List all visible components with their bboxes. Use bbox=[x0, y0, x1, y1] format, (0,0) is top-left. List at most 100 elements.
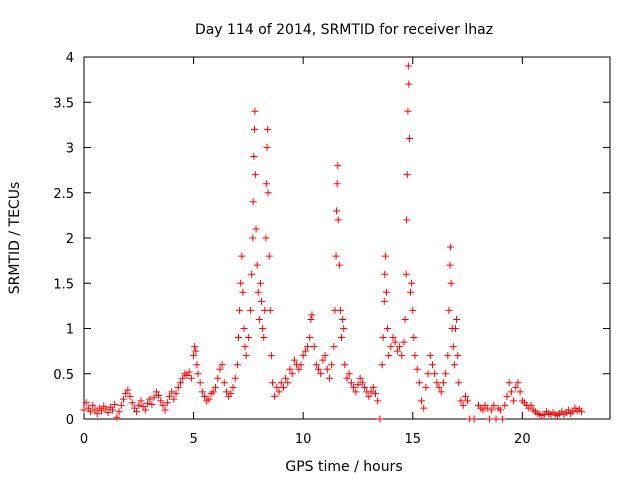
data-point bbox=[315, 365, 323, 373]
data-point bbox=[328, 361, 336, 369]
data-point bbox=[212, 383, 219, 391]
data-point bbox=[240, 325, 248, 332]
data-point bbox=[405, 80, 413, 88]
data-point bbox=[248, 270, 256, 278]
data-points bbox=[80, 62, 586, 423]
data-point bbox=[457, 397, 465, 405]
data-point bbox=[247, 306, 255, 314]
y-tick-label: 4 bbox=[66, 51, 74, 66]
data-point bbox=[352, 388, 360, 396]
data-point bbox=[310, 343, 318, 351]
data-point bbox=[332, 207, 340, 215]
data-point bbox=[507, 388, 515, 396]
x-tick-label: 5 bbox=[189, 432, 197, 447]
data-point bbox=[505, 379, 513, 387]
data-point bbox=[286, 365, 294, 373]
data-point bbox=[304, 343, 312, 351]
data-point bbox=[251, 107, 259, 115]
data-point bbox=[512, 383, 520, 391]
data-point bbox=[262, 180, 270, 188]
data-point bbox=[418, 397, 426, 405]
data-point bbox=[410, 334, 418, 342]
data-point bbox=[115, 408, 123, 416]
data-point bbox=[308, 311, 316, 319]
data-point bbox=[413, 365, 421, 373]
data-point bbox=[340, 325, 348, 332]
data-point bbox=[201, 392, 209, 400]
data-point bbox=[449, 343, 457, 351]
data-point bbox=[89, 401, 97, 409]
data-point bbox=[426, 352, 434, 360]
data-point bbox=[439, 379, 447, 387]
data-point bbox=[378, 361, 386, 369]
data-point bbox=[249, 198, 257, 206]
data-point bbox=[332, 252, 340, 260]
data-point bbox=[218, 361, 226, 369]
data-point bbox=[168, 388, 176, 396]
data-point bbox=[435, 383, 443, 391]
data-point bbox=[365, 392, 373, 400]
data-point bbox=[172, 390, 180, 398]
data-point bbox=[445, 306, 453, 314]
data-point bbox=[389, 334, 397, 342]
data-point bbox=[455, 379, 463, 387]
data-point bbox=[193, 361, 201, 369]
data-point bbox=[93, 410, 101, 418]
data-point bbox=[273, 383, 281, 391]
data-point bbox=[411, 352, 419, 360]
data-point bbox=[126, 392, 134, 400]
data-point bbox=[398, 352, 406, 360]
data-point bbox=[335, 261, 343, 269]
data-point bbox=[358, 379, 366, 387]
data-point bbox=[220, 379, 228, 387]
data-point bbox=[185, 368, 193, 376]
data-point bbox=[205, 395, 213, 403]
data-point bbox=[282, 374, 290, 382]
data-point bbox=[139, 402, 147, 410]
data-point bbox=[187, 374, 195, 382]
axis-ticks: 0 5 10 15 20 0 0.5 1 1.5 2 2.5 3 3.5 4 bbox=[53, 51, 610, 447]
data-point bbox=[415, 379, 423, 387]
data-point bbox=[157, 397, 165, 405]
data-point bbox=[170, 395, 178, 403]
data-point bbox=[381, 270, 389, 278]
data-point bbox=[222, 388, 230, 396]
data-point bbox=[350, 383, 358, 391]
data-point bbox=[264, 125, 272, 133]
data-point bbox=[393, 347, 401, 355]
data-point bbox=[356, 374, 364, 382]
data-point bbox=[405, 134, 413, 142]
data-point bbox=[122, 390, 130, 398]
data-point bbox=[113, 413, 121, 421]
y-tick-label: 3 bbox=[66, 142, 74, 157]
data-point bbox=[163, 399, 171, 407]
data-point bbox=[479, 406, 487, 414]
data-point bbox=[159, 401, 167, 409]
data-point bbox=[347, 379, 355, 387]
data-point bbox=[290, 356, 298, 364]
data-point bbox=[267, 352, 275, 360]
data-point bbox=[242, 352, 250, 360]
y-axis-label: SRMTID / TECUs bbox=[7, 182, 23, 295]
data-point bbox=[333, 180, 341, 188]
data-point bbox=[194, 370, 202, 378]
data-point bbox=[325, 374, 333, 382]
data-point bbox=[251, 171, 259, 179]
data-point bbox=[214, 374, 222, 382]
data-point bbox=[400, 338, 408, 346]
data-point bbox=[374, 397, 382, 405]
data-point bbox=[371, 390, 379, 398]
data-point bbox=[258, 297, 266, 305]
x-tick-label: 0 bbox=[80, 432, 88, 447]
data-point bbox=[259, 325, 267, 332]
data-point bbox=[237, 279, 245, 287]
data-point bbox=[91, 406, 99, 414]
data-point bbox=[155, 391, 163, 399]
data-point bbox=[339, 315, 347, 323]
data-point bbox=[514, 379, 522, 387]
data-point bbox=[130, 404, 138, 412]
data-point bbox=[239, 288, 247, 296]
data-point bbox=[409, 306, 417, 314]
data-point bbox=[108, 406, 116, 414]
